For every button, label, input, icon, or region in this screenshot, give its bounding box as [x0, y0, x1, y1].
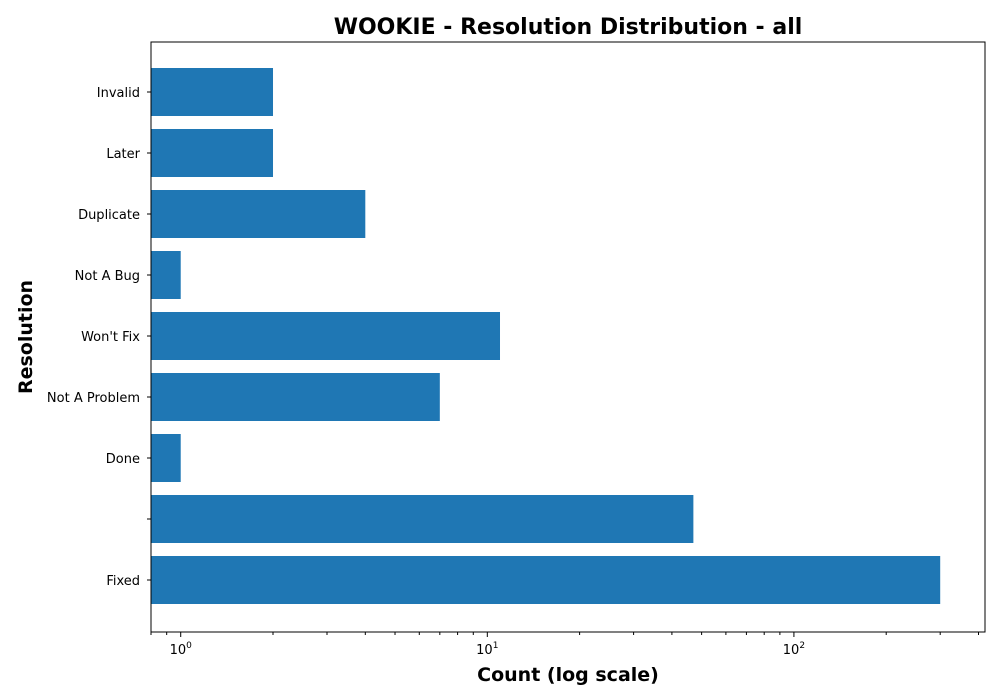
y-tick-label: Invalid	[97, 86, 140, 101]
y-tick-label: Won't Fix	[81, 330, 140, 345]
chart-title: WOOKIE - Resolution Distribution - all	[334, 15, 803, 40]
bar-later	[151, 129, 274, 177]
y-tick-label: Duplicate	[78, 208, 140, 223]
x-axis-label: Count (log scale)	[477, 664, 659, 686]
bar-won-t-fix	[151, 312, 501, 360]
y-tick-label: Later	[106, 147, 140, 162]
bar-not-a-bug	[151, 251, 181, 299]
y-axis-ticks: Fixed Done Not A Problem Won't Fix Not A Bug…	[47, 86, 151, 589]
y-tick-label: Not A Bug	[75, 269, 140, 284]
y-tick-label: Done	[106, 452, 140, 467]
y-tick-label: Not A Problem	[47, 391, 140, 406]
x-axis-ticks: 100 101 102	[150, 632, 980, 658]
bar-duplicate	[151, 190, 366, 238]
x-tick-label: 101	[476, 641, 498, 658]
y-tick-label: Fixed	[106, 574, 140, 589]
bars-group	[151, 68, 941, 604]
plot-frame	[150, 41, 986, 633]
y-axis-label: Resolution	[15, 280, 37, 394]
x-tick-label: 102	[783, 641, 805, 658]
bar-fixed	[151, 556, 941, 604]
bar-done	[151, 434, 181, 482]
bar-invalid	[151, 68, 274, 116]
x-tick-label: 100	[170, 641, 193, 658]
bar-blank	[151, 495, 694, 543]
bar-not-a-problem	[151, 373, 440, 421]
